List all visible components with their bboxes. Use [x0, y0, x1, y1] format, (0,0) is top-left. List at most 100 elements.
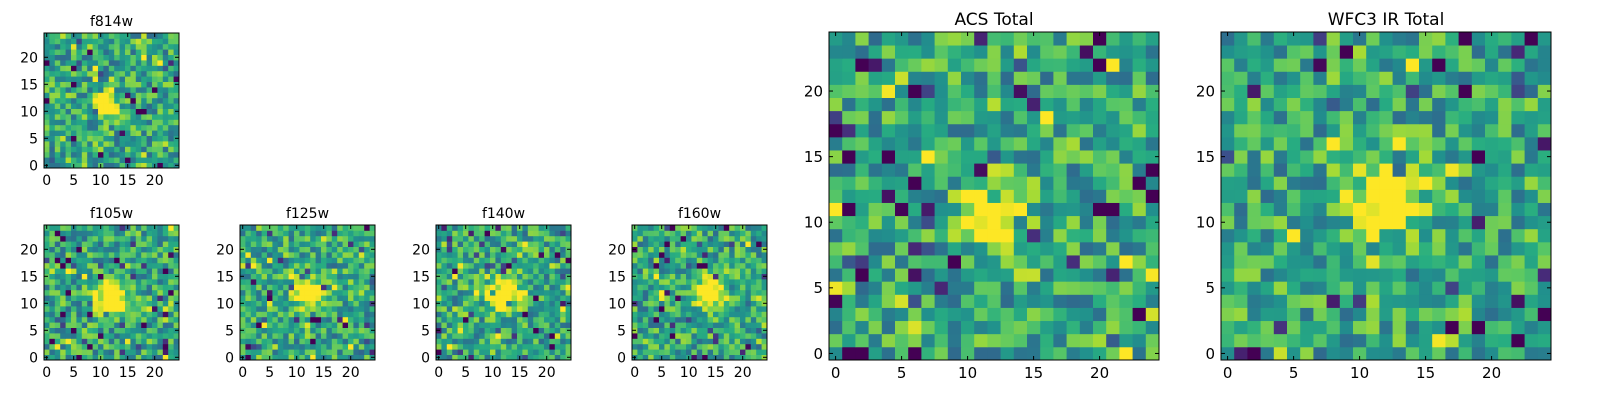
heatmap-cell: [723, 327, 730, 334]
heatmap-cell: [452, 300, 458, 307]
heatmap-cell: [947, 307, 962, 322]
heatmap-cell: [1537, 110, 1552, 125]
heatmap-cell: [141, 306, 147, 312]
heatmap-cell: [934, 268, 949, 282]
heatmap-cell: [522, 289, 529, 296]
heatmap-cell: [315, 289, 322, 296]
heatmap-cell: [130, 311, 137, 318]
heatmap-cell: [60, 295, 66, 301]
heatmap-cell: [1287, 110, 1301, 125]
heatmap-cell: [250, 300, 257, 307]
heatmap-cell: [500, 279, 507, 285]
heatmap-cell: [664, 284, 671, 291]
heatmap-cell: [1445, 307, 1459, 322]
heatmap-cell: [1132, 150, 1147, 164]
heatmap-cell: [669, 262, 676, 269]
heatmap-cell: [1273, 97, 1288, 112]
heatmap-cell: [71, 235, 77, 242]
heatmap-cell: [527, 300, 534, 307]
heatmap-cell: [500, 311, 507, 318]
heatmap-cell: [358, 338, 365, 345]
heatmap-cell: [1287, 228, 1301, 243]
heatmap-cell: [294, 322, 300, 328]
heatmap-cell: [1445, 136, 1459, 151]
heatmap-cell: [272, 338, 279, 345]
heatmap-cell: [98, 141, 104, 147]
heatmap-cell: [315, 246, 322, 253]
heatmap-cell: [707, 333, 714, 339]
heatmap-cell: [522, 241, 529, 247]
heatmap-cell: [750, 246, 757, 253]
heatmap-cell: [288, 333, 295, 339]
heatmap-cell: [473, 349, 480, 355]
heatmap-cell: [696, 316, 703, 323]
heatmap-cell: [723, 295, 730, 301]
heatmap-cell: [637, 316, 644, 323]
heatmap-cell: [146, 87, 153, 93]
heatmap-cell: [162, 38, 169, 45]
heatmap-cell: [76, 38, 83, 45]
heatmap-cell: [895, 228, 909, 243]
heatmap-cell: [1419, 45, 1433, 59]
heatmap-cell: [500, 225, 507, 231]
heatmap-cell: [267, 349, 273, 355]
heatmap-cell: [1287, 189, 1301, 203]
heatmap-cell: [729, 327, 735, 334]
heatmap-cell: [842, 150, 856, 164]
heatmap-cell: [1326, 228, 1341, 243]
heatmap-cell: [65, 354, 72, 361]
heatmap-cell: [1511, 215, 1525, 230]
heatmap-cell: [65, 70, 72, 77]
heatmap-cell: [452, 235, 458, 242]
heatmap-cell: [1234, 202, 1248, 217]
heatmap-cell: [1013, 97, 1028, 112]
heatmap-cell: [1079, 163, 1094, 177]
heatmap-cell: [173, 97, 180, 104]
heatmap-cell: [119, 141, 126, 147]
heatmap-cell: [1339, 268, 1354, 282]
heatmap-cell: [934, 123, 949, 138]
heatmap-cell: [648, 289, 654, 296]
heatmap-cell: [1106, 241, 1120, 256]
heatmap-cell: [146, 235, 153, 242]
heatmap-cell: [125, 257, 131, 264]
heatmap-cell: [240, 279, 246, 285]
heatmap-cell: [987, 58, 1001, 72]
heatmap-cell: [675, 338, 681, 345]
heatmap-cell: [65, 343, 72, 350]
heatmap-cell: [855, 255, 869, 269]
heatmap-cell: [718, 343, 725, 350]
heatmap-cell: [527, 246, 534, 253]
heatmap-cell: [267, 316, 273, 323]
heatmap-cell: [560, 349, 566, 355]
heatmap-cell: [125, 108, 131, 115]
heatmap-cell: [441, 306, 448, 312]
heatmap-cell: [495, 257, 502, 264]
heatmap-cell: [1093, 281, 1107, 295]
heatmap-cell: [119, 70, 126, 77]
heatmap-cell: [1471, 163, 1486, 177]
heatmap-cell: [130, 235, 137, 242]
heatmap-cell: [81, 103, 88, 109]
heatmap-cell: [173, 103, 180, 109]
heatmap-cell: [1079, 136, 1094, 151]
heatmap-cell: [76, 151, 83, 158]
heatmap-cell: [702, 349, 708, 355]
heatmap-cell: [479, 311, 485, 318]
heatmap-cell: [734, 316, 741, 323]
heatmap-cell: [842, 215, 856, 230]
heatmap-cell: [908, 150, 922, 164]
heatmap-cell: [560, 306, 566, 312]
heatmap-cell: [49, 300, 56, 307]
heatmap-cell: [669, 235, 676, 242]
heatmap-cell: [495, 322, 502, 328]
heatmap-cell: [152, 97, 158, 104]
heatmap-cell: [71, 87, 77, 93]
heatmap-cell: [162, 151, 169, 158]
heatmap-cell: [669, 279, 676, 285]
y-tick-label: 5: [29, 323, 38, 339]
heatmap-cell: [987, 136, 1001, 151]
heatmap-cell: [277, 343, 284, 350]
heatmap-cell: [44, 103, 50, 109]
y-tick-label: 0: [225, 350, 234, 366]
